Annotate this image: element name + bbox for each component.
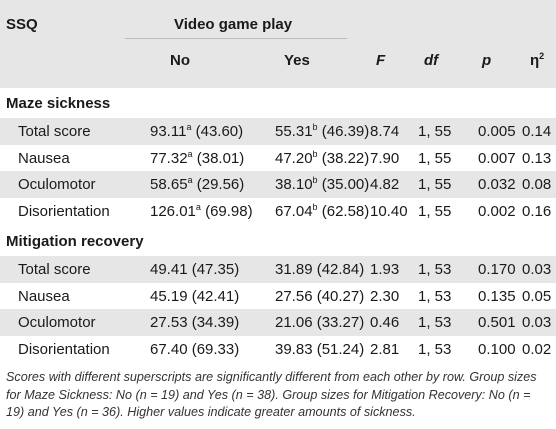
row-label: Oculomotor	[18, 176, 96, 193]
table-row: Disorientation 126.01a (69.98) 67.04b (62.…	[0, 198, 556, 225]
header-col-p: p	[482, 52, 492, 69]
cell-p: 0.005	[478, 123, 516, 140]
cell-eta-squared: 0.05	[522, 287, 552, 305]
cell-no: 49.41 (47.35)	[150, 261, 240, 278]
header-group-video-game-play: Video game play	[174, 16, 293, 33]
table-row: Nausea 77.32a (38.01) 47.20b (38.22) 7.90 1,…	[0, 145, 556, 172]
cell-yes: 27.56 (40.27)	[275, 287, 365, 305]
row-label: Disorientation	[18, 340, 110, 358]
table-row: Disorientation 67.40 (69.33) 39.83 (51.24)…	[0, 336, 556, 363]
cell-p: 0.032	[478, 176, 516, 193]
cell-no: 45.19 (42.41)	[150, 287, 240, 305]
group-title: Mitigation recovery	[6, 233, 144, 250]
cell-df: 1, 53	[418, 340, 452, 358]
cell-eta-squared: 0.03	[522, 261, 552, 278]
cell-yes: 21.06 (33.27)	[275, 314, 365, 331]
cell-f: 0.46	[370, 314, 400, 331]
cell-yes: 38.10b (35.00)	[275, 175, 370, 194]
table-row: Oculomotor 27.53 (34.39) 21.06 (33.27) 0.46…	[0, 309, 556, 336]
table-row: Nausea 45.19 (42.41) 27.56 (40.27) 2.30 1, 5…	[0, 283, 556, 310]
cell-f: 8.74	[370, 123, 400, 140]
cell-yes: 55.31b (46.39)	[275, 122, 370, 141]
cell-f: 10.40	[370, 202, 408, 220]
table-header-background	[0, 0, 556, 88]
cell-f: 4.82	[370, 176, 400, 193]
cell-p: 0.170	[478, 261, 516, 278]
header-col-eta-squared: η2	[530, 51, 545, 70]
cell-eta-squared: 0.02	[522, 340, 552, 358]
cell-eta-squared: 0.03	[522, 314, 552, 331]
cell-no: 126.01a (69.98)	[150, 201, 253, 220]
row-label: Disorientation	[18, 202, 110, 220]
cell-eta-squared: 0.08	[522, 176, 552, 193]
cell-p: 0.501	[478, 314, 516, 331]
cell-df: 1, 53	[418, 261, 452, 278]
table-row: Oculomotor 58.65a (29.56) 38.10b (35.00) 4.…	[0, 171, 556, 198]
cell-df: 1, 55	[418, 176, 452, 193]
header-col-no: No	[170, 52, 190, 69]
header-col-f: F	[376, 52, 386, 69]
cell-p: 0.135	[478, 287, 516, 305]
group-title: Maze sickness	[6, 95, 111, 112]
cell-no: 27.53 (34.39)	[150, 314, 240, 331]
cell-df: 1, 53	[418, 314, 452, 331]
cell-no: 93.11a (43.60)	[150, 122, 244, 141]
cell-no: 67.40 (69.33)	[150, 340, 240, 358]
header-col-df: df	[424, 52, 439, 69]
cell-yes: 67.04b (62.58)	[275, 201, 370, 220]
cell-df: 1, 53	[418, 287, 452, 305]
header-stub-ssq: SSQ	[6, 16, 38, 33]
table-footnote: Scores with different superscripts are s…	[6, 370, 537, 419]
group-row: Maze sickness	[0, 88, 556, 118]
cell-f: 2.81	[370, 340, 400, 358]
cell-df: 1, 55	[418, 202, 452, 220]
row-label: Oculomotor	[18, 314, 96, 331]
cell-eta-squared: 0.13	[522, 149, 552, 167]
row-label: Total score	[18, 123, 91, 140]
row-label: Nausea	[18, 149, 70, 167]
row-label: Total score	[18, 261, 91, 278]
cell-yes: 47.20b (38.22)	[275, 148, 370, 167]
cell-p: 0.002	[478, 202, 516, 220]
cell-f: 2.30	[370, 287, 400, 305]
cell-p: 0.100	[478, 340, 516, 358]
header-group-rule	[125, 38, 347, 39]
cell-no: 77.32a (38.01)	[150, 148, 245, 167]
cell-yes: 39.83 (51.24)	[275, 340, 365, 358]
cell-df: 1, 55	[418, 123, 452, 140]
table-row: Total score 49.41 (47.35) 31.89 (42.84) 1.9…	[0, 256, 556, 283]
table-row: Total score 93.11a (43.60) 55.31b (46.39) 8…	[0, 118, 556, 145]
cell-f: 7.90	[370, 149, 400, 167]
cell-f: 1.93	[370, 261, 400, 278]
cell-yes: 31.89 (42.84)	[275, 261, 365, 278]
header-col-yes: Yes	[284, 52, 310, 69]
row-label: Nausea	[18, 287, 70, 305]
cell-df: 1, 55	[418, 149, 452, 167]
cell-no: 58.65a (29.56)	[150, 175, 245, 194]
cell-p: 0.007	[478, 149, 516, 167]
cell-eta-squared: 0.14	[522, 123, 552, 140]
group-row: Mitigation recovery	[0, 226, 556, 256]
cell-eta-squared: 0.16	[522, 202, 552, 220]
